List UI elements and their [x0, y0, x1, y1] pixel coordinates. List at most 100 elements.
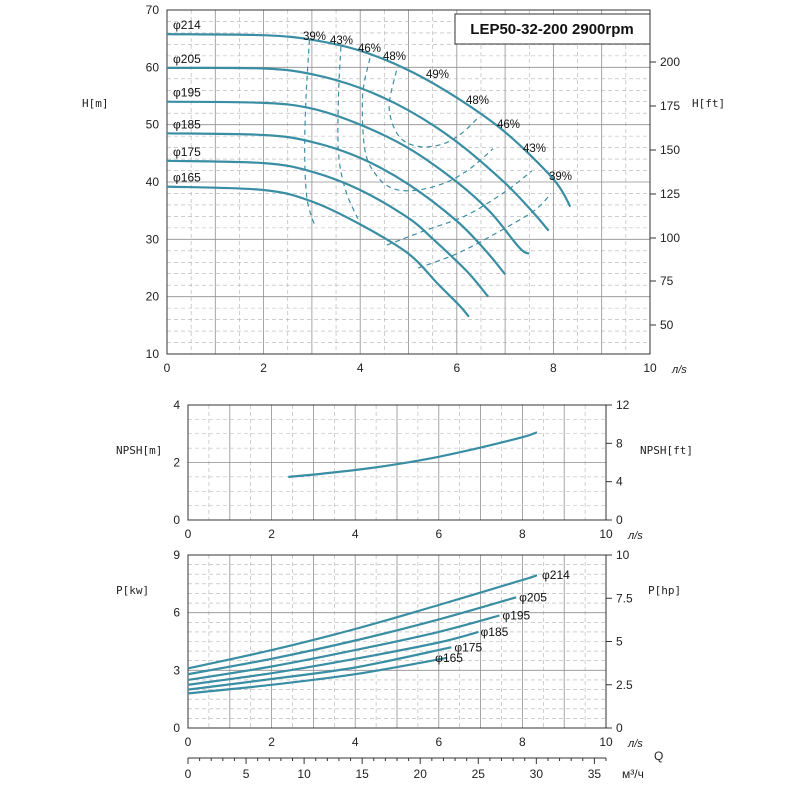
- impeller-label: φ175: [173, 145, 201, 159]
- title-box: LEP50-32-200 2900rpm: [454, 13, 651, 45]
- impeller-label: φ165: [435, 651, 463, 665]
- y-right-tick-label: 100: [660, 231, 680, 245]
- plot-frame: [187, 404, 607, 521]
- y-tick-label: 0: [173, 513, 180, 527]
- y-right-tick-label: 2.5: [616, 678, 633, 692]
- y-right-tick-label: 12: [616, 398, 630, 412]
- x-tick-label: 0: [164, 361, 171, 375]
- impeller-label: φ195: [502, 609, 530, 623]
- flow-tick-label: 0: [185, 767, 192, 781]
- flow-tick-label: 10: [297, 767, 311, 781]
- power-curve: [187, 630, 479, 686]
- efficiency-line: [361, 58, 494, 192]
- head-chart: 0 2 4 6 8 10 л/s 10 20 30 40 50 60 70 50 75 100 125 150 175…: [82, 3, 725, 376]
- efficiency-label: 49%: [426, 69, 449, 81]
- y-right-tick-label: 0: [616, 721, 623, 735]
- x-tick-label: 10: [599, 735, 613, 749]
- impeller-label: φ195: [173, 86, 201, 100]
- y-tick-label: 70: [146, 3, 160, 17]
- impeller-label: φ205: [173, 52, 201, 66]
- efficiency-label: 46%: [497, 119, 520, 131]
- y-tick-label: 30: [146, 232, 160, 246]
- y-right-tick-label: 50: [660, 318, 674, 332]
- y-right-tick-label: 175: [660, 99, 680, 113]
- plot-frame: [166, 9, 651, 355]
- x-unit-label: л/s: [671, 364, 687, 376]
- flow-tick-label: 5: [243, 767, 250, 781]
- x-tick-label: 0: [185, 527, 192, 541]
- x-tick-label: 6: [453, 361, 460, 375]
- y-tick-label: 9: [173, 548, 180, 562]
- x-tick-label: 2: [268, 735, 275, 749]
- x-unit-label: л/s: [627, 530, 643, 542]
- power-curve: [187, 574, 538, 670]
- x-tick-label: 0: [185, 735, 192, 749]
- head-curve: [166, 66, 550, 232]
- impeller-label: φ205: [519, 590, 547, 604]
- x-unit-label: л/s: [627, 738, 643, 750]
- y-tick-label: 2: [173, 456, 180, 470]
- impeller-label: φ185: [173, 117, 201, 131]
- y-tick-label: 20: [146, 290, 160, 304]
- flow-tick-label: 15: [355, 767, 369, 781]
- y-tick-label: 60: [146, 60, 160, 74]
- x-tick-label: 8: [519, 527, 526, 541]
- flow-tick-label: 30: [530, 767, 544, 781]
- y-right-axis-title: NPSH[ft]: [640, 444, 693, 457]
- y-tick-label: 40: [146, 175, 160, 189]
- x-tick-label: 4: [352, 735, 359, 749]
- impeller-label: φ185: [481, 625, 509, 639]
- y-right-tick-label: 150: [660, 143, 680, 157]
- impeller-label: φ214: [173, 18, 201, 32]
- x-tick-label: 10: [643, 361, 657, 375]
- flow-tick-label: 35: [588, 767, 602, 781]
- y-right-tick-label: 200: [660, 55, 680, 69]
- x-tick-label: 4: [352, 527, 359, 541]
- efficiency-line: [337, 46, 359, 219]
- y-right-tick-label: 0: [616, 513, 623, 527]
- npsh-chart: 0 2 4 6 8 10 л/s 0 2 4 0 4 8 12 NPSH[m] NPSH[ft]: [116, 398, 693, 542]
- y-axis-title: P[kw]: [116, 584, 149, 597]
- y-right-tick-label: 10: [616, 548, 630, 562]
- y-tick-label: 10: [146, 347, 160, 361]
- efficiency-line: [304, 39, 315, 225]
- y-tick-label: 3: [173, 663, 180, 677]
- efficiency-line: [388, 70, 479, 148]
- efficiency-label: 48%: [383, 51, 406, 63]
- head-curve: [166, 100, 530, 255]
- head-curve: [166, 159, 490, 298]
- head-curve: [166, 33, 572, 208]
- x-tick-label: 10: [599, 527, 613, 541]
- y-right-tick-label: 8: [616, 436, 623, 450]
- y-right-tick-label: 4: [616, 475, 623, 489]
- x-tick-label: 8: [550, 361, 557, 375]
- flow-axis-title: Q: [654, 749, 663, 763]
- x-tick-label: 2: [268, 527, 275, 541]
- x-tick-label: 4: [357, 361, 364, 375]
- y-right-tick-label: 7.5: [616, 591, 633, 605]
- flow-tick-label: 25: [472, 767, 486, 781]
- y-tick-label: 50: [146, 118, 160, 132]
- y-tick-label: 0: [173, 721, 180, 735]
- x-tick-label: 6: [435, 735, 442, 749]
- flow-axis-m3h: 0 5 10 15 20 25 30 35 Qм³/ч: [185, 749, 664, 781]
- chart-title: LEP50-32-200 2900rpm: [470, 21, 633, 38]
- efficiency-label: 39%: [303, 31, 326, 43]
- efficiency-label: 43%: [330, 35, 353, 47]
- x-tick-label: 2: [260, 361, 267, 375]
- power-curve: [187, 614, 500, 681]
- x-tick-label: 8: [519, 735, 526, 749]
- power-curve: [187, 596, 517, 676]
- flow-tick-label: 20: [414, 767, 428, 781]
- y-right-tick-label: 5: [616, 635, 623, 649]
- impeller-label: φ175: [454, 640, 482, 654]
- y-right-tick-label: 75: [660, 274, 674, 288]
- y-tick-label: 4: [173, 398, 180, 412]
- npsh-curve: [288, 431, 538, 478]
- x-tick-label: 6: [435, 527, 442, 541]
- efficiency-line: [386, 170, 533, 246]
- y-right-axis-title: H[ft]: [692, 97, 725, 110]
- head-curve: [166, 185, 470, 318]
- power-curve: [187, 656, 448, 695]
